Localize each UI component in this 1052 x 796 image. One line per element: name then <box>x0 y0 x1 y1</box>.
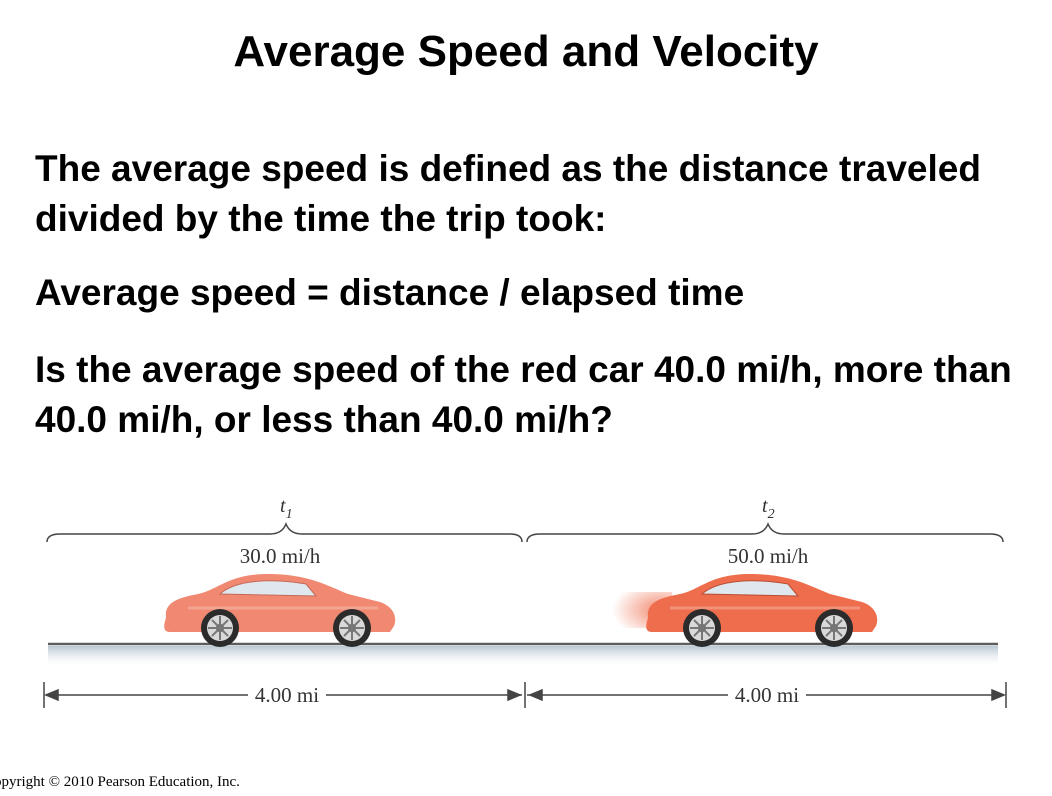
speed-label-2: 50.0 mi/h <box>728 544 809 568</box>
distance-label-2: 4.00 mi <box>735 683 799 707</box>
distance-dimension-1 <box>43 682 522 708</box>
svg-text:t1: t1 <box>280 495 293 522</box>
time-sub-2: 2 <box>768 507 775 522</box>
car-2 <box>612 574 878 648</box>
distance-dimension-2 <box>527 682 1007 708</box>
distance-label-1: 4.00 mi <box>255 683 319 707</box>
time-label-1: t <box>280 495 286 517</box>
formula-text: Average speed = distance / elapsed time <box>35 272 745 313</box>
brace-1 <box>46 521 523 543</box>
copyright-notice: opyright © 2010 Pearson Education, Inc. <box>0 774 240 790</box>
brace-2 <box>526 521 1004 543</box>
time-sub-1: 1 <box>286 507 293 522</box>
slide-title: Average Speed and Velocity <box>233 27 819 76</box>
time-label-2: t <box>762 495 768 517</box>
question-text: Is the average speed of the red car 40.0… <box>35 349 1012 440</box>
road-shadow <box>48 646 998 668</box>
speed-label-1: 30.0 mi/h <box>240 544 321 568</box>
car-trip-figure: t1 t2 30.0 mi/h 50.0 mi/h <box>43 495 1007 708</box>
definition-text: The average speed is defined as the dist… <box>35 148 981 239</box>
car-1 <box>164 574 396 648</box>
svg-text:t2: t2 <box>762 495 775 522</box>
